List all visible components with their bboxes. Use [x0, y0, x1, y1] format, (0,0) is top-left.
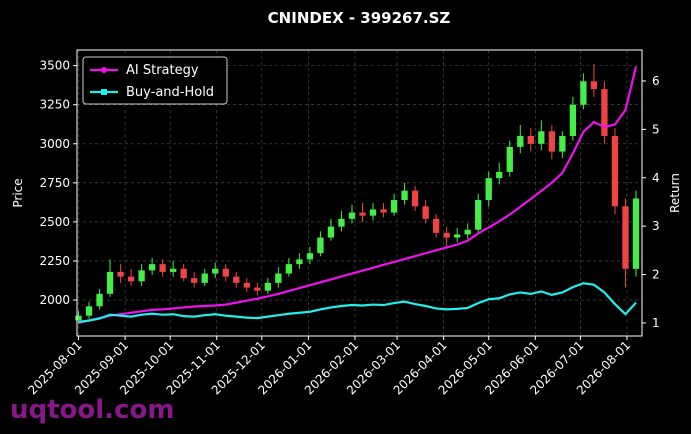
candle-body — [622, 206, 629, 269]
y-tick-label: 2250 — [39, 254, 70, 268]
candle-body — [506, 146, 513, 172]
legend-label: Buy-and-Hold — [126, 85, 214, 100]
candle-body — [159, 264, 166, 272]
chart-title: CNINDEX - 399267.SZ — [268, 9, 451, 27]
legend-label: AI Strategy — [126, 63, 199, 78]
candle-body — [148, 264, 156, 271]
watermark: uqtool.com — [10, 395, 174, 425]
candle-body — [201, 273, 208, 283]
candle-body — [580, 81, 587, 105]
candle-body — [569, 104, 577, 136]
y2-tick-label: 5 — [652, 122, 660, 136]
candle-body — [296, 259, 303, 265]
y-tick-label: 3000 — [39, 137, 70, 151]
candle-body — [275, 273, 282, 283]
candle-body — [590, 81, 598, 90]
candle-body — [233, 276, 240, 283]
y2-tick-label: 3 — [652, 219, 660, 233]
candle-body — [496, 171, 503, 179]
candle-body — [369, 209, 377, 216]
candle-body — [422, 206, 429, 219]
candle-body — [559, 135, 566, 152]
candle-body — [338, 218, 345, 227]
legend-box — [82, 56, 228, 105]
y-tick-label: 2750 — [39, 176, 70, 190]
candle-body — [96, 293, 103, 307]
series-line — [78, 282, 637, 324]
legend-marker — [101, 89, 107, 95]
candle-body — [191, 278, 198, 283]
candle-body — [464, 229, 471, 235]
candle-body — [485, 178, 492, 201]
candle-body — [138, 270, 145, 282]
candle-body — [632, 198, 640, 269]
y2-tick-label: 1 — [652, 316, 660, 330]
y2-tick-label: 6 — [652, 74, 660, 88]
y2-tick-label: 4 — [652, 171, 660, 185]
candle-body — [380, 209, 387, 213]
series-line — [78, 66, 638, 325]
candle-body — [254, 287, 261, 291]
candle-body — [85, 306, 93, 316]
candle-body — [390, 200, 398, 213]
candle-body — [454, 234, 461, 238]
legend-marker — [101, 67, 107, 73]
candle-body — [117, 271, 124, 277]
candle-body — [611, 135, 619, 207]
legend: AI Strategy Buy-and-Hold — [82, 56, 228, 105]
candle-body — [317, 237, 324, 254]
candle-body — [212, 268, 219, 274]
y-tick-label: 3250 — [39, 98, 70, 112]
candle-body — [548, 131, 555, 152]
candle-body — [327, 226, 335, 238]
candle-body — [306, 253, 314, 260]
candle-body — [538, 131, 545, 144]
candle-body — [359, 212, 366, 216]
candle-body — [443, 232, 450, 238]
candle-body — [601, 89, 608, 136]
y-tick-label: 2000 — [39, 293, 70, 307]
candle-body — [222, 268, 229, 277]
candle-body — [348, 212, 356, 219]
plot-frame — [76, 49, 643, 337]
candle-body — [401, 190, 408, 201]
candle-body — [264, 282, 271, 291]
y-axis-label: Price — [11, 178, 25, 207]
candle-body — [106, 271, 114, 294]
y-tick-label: 3500 — [39, 59, 70, 73]
y-tick-label: 2500 — [39, 215, 70, 229]
candle-body — [411, 190, 419, 207]
candle-body — [243, 282, 250, 288]
candle-body — [75, 315, 82, 321]
candle-body — [517, 135, 524, 147]
candle-body — [170, 268, 177, 272]
y2-tick-label: 2 — [652, 268, 660, 282]
candle-body — [475, 200, 482, 230]
y2-axis-label: Return — [668, 173, 682, 213]
candle-body — [432, 218, 440, 233]
candle-body — [285, 264, 293, 274]
candle-body — [527, 135, 534, 144]
candle-body — [180, 268, 187, 279]
candle-body — [127, 276, 135, 282]
